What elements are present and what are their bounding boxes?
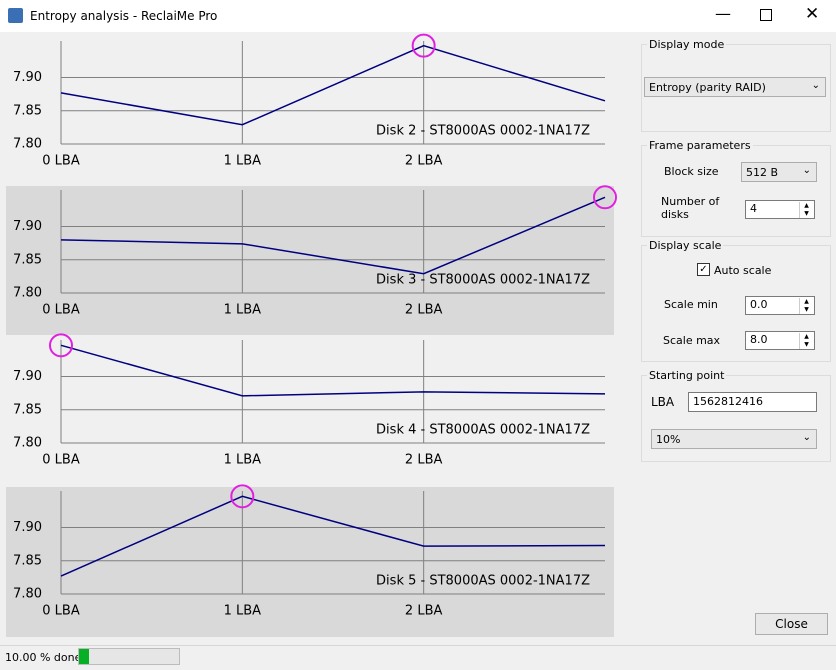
close-window-button[interactable]: ✕ [805,4,820,24]
y-tick-label: 7.80 [13,286,42,301]
entropy-line [60,495,606,577]
max-marker [230,484,255,509]
display-mode-select[interactable]: Entropy (parity RAID) ⌄ [644,77,826,97]
x-tick-label: 0 LBA [42,453,80,468]
y-tick-label: 7.80 [13,436,42,451]
max-marker [49,333,73,358]
percent-select[interactable]: 10% ⌄ [651,429,817,449]
chart-panel [6,37,614,186]
disks-input[interactable]: 4 ▲ ▼ [745,200,815,219]
y-tick-label: 7.85 [13,402,42,417]
field-label: Block size [664,165,719,178]
scale-max-input[interactable]: 8.0 ▲ ▼ [745,331,815,350]
y-tick-label: 7.90 [13,369,42,384]
field-label: Scale max [663,334,721,347]
select-value: Entropy (parity RAID) [649,81,766,94]
x-tick-label: 2 LBA [405,154,443,169]
title-bar: Entropy analysis - ReclaiMe Pro — ✕ [0,0,836,32]
y-tick-label: 7.85 [13,252,42,267]
select-value: 10% [656,433,681,446]
max-marker [411,33,436,58]
x-tick-label: 1 LBA [224,154,262,169]
select-value: 512 B [746,166,779,179]
x-tick-label: 0 LBA [42,303,80,318]
disk-label: Disk 5 - ST8000AS 0002-1NA17Z [376,574,590,589]
x-tick-label: 2 LBA [405,453,443,468]
checkbox-label: Auto scale [714,264,772,277]
x-tick-label: 0 LBA [42,604,80,619]
input-value: 4 [750,202,757,215]
group-label: Display scale [647,239,724,252]
y-tick-label: 7.85 [13,553,42,568]
disk-label: Disk 2 - ST8000AS 0002-1NA17Z [376,124,590,139]
y-tick-label: 7.80 [13,587,42,602]
group-label: Starting point [647,369,727,382]
start-group [641,375,831,462]
group-label: Display mode [647,38,727,51]
entropy-line [60,44,606,126]
status-bar [0,645,836,670]
field-label: Number of disks [661,195,720,221]
auto-scale-checkbox[interactable]: ✓ [697,263,710,276]
max-marker [593,185,617,210]
x-tick-label: 2 LBA [405,303,443,318]
group-label: Frame parameters [647,139,753,152]
y-tick-label: 7.90 [13,219,42,234]
lba-input[interactable]: 1562812416 [688,392,817,412]
y-tick-label: 7.90 [13,70,42,85]
maximize-button[interactable] [760,9,772,21]
chart-panel [6,336,614,485]
minimize-button[interactable]: — [715,4,731,23]
entropy-line [60,344,606,397]
frame-group [641,145,831,237]
y-tick-label: 7.90 [13,520,42,535]
disk-label: Disk 4 - ST8000AS 0002-1NA17Z [376,423,590,438]
x-tick-label: 1 LBA [224,604,262,619]
input-value: 0.0 [750,298,768,311]
y-tick-label: 7.80 [13,137,42,152]
x-tick-label: 0 LBA [42,154,80,169]
field-label: LBA [651,395,675,409]
field-label: Scale min [664,298,718,311]
scale-min-input[interactable]: 0.0 ▲ ▼ [745,296,815,315]
progress-fill [79,649,89,664]
close-button[interactable]: Close [755,613,828,635]
disk-label: Disk 3 - ST8000AS 0002-1NA17Z [376,273,590,288]
x-tick-label: 1 LBA [224,453,262,468]
app-icon [8,8,23,23]
window-title: Entropy analysis - ReclaiMe Pro [30,9,218,23]
entropy-line [60,196,606,275]
status-text: 10.00 % done [5,651,82,664]
scale-group [641,245,831,362]
charts: 7.80 7.85 7.90 0 LBA 1 LBA 2 LBA Disk 2 - ST80… [6,33,617,637]
chart-panel [6,186,614,335]
progress-bar [78,648,180,665]
display-mode-group [641,44,831,132]
x-tick-label: 2 LBA [405,604,443,619]
y-tick-label: 7.85 [13,103,42,118]
chart-panel [6,487,614,637]
input-value: 8.0 [750,333,768,346]
block-size-select[interactable]: 512 B ⌄ [741,162,817,182]
x-tick-label: 1 LBA [224,303,262,318]
